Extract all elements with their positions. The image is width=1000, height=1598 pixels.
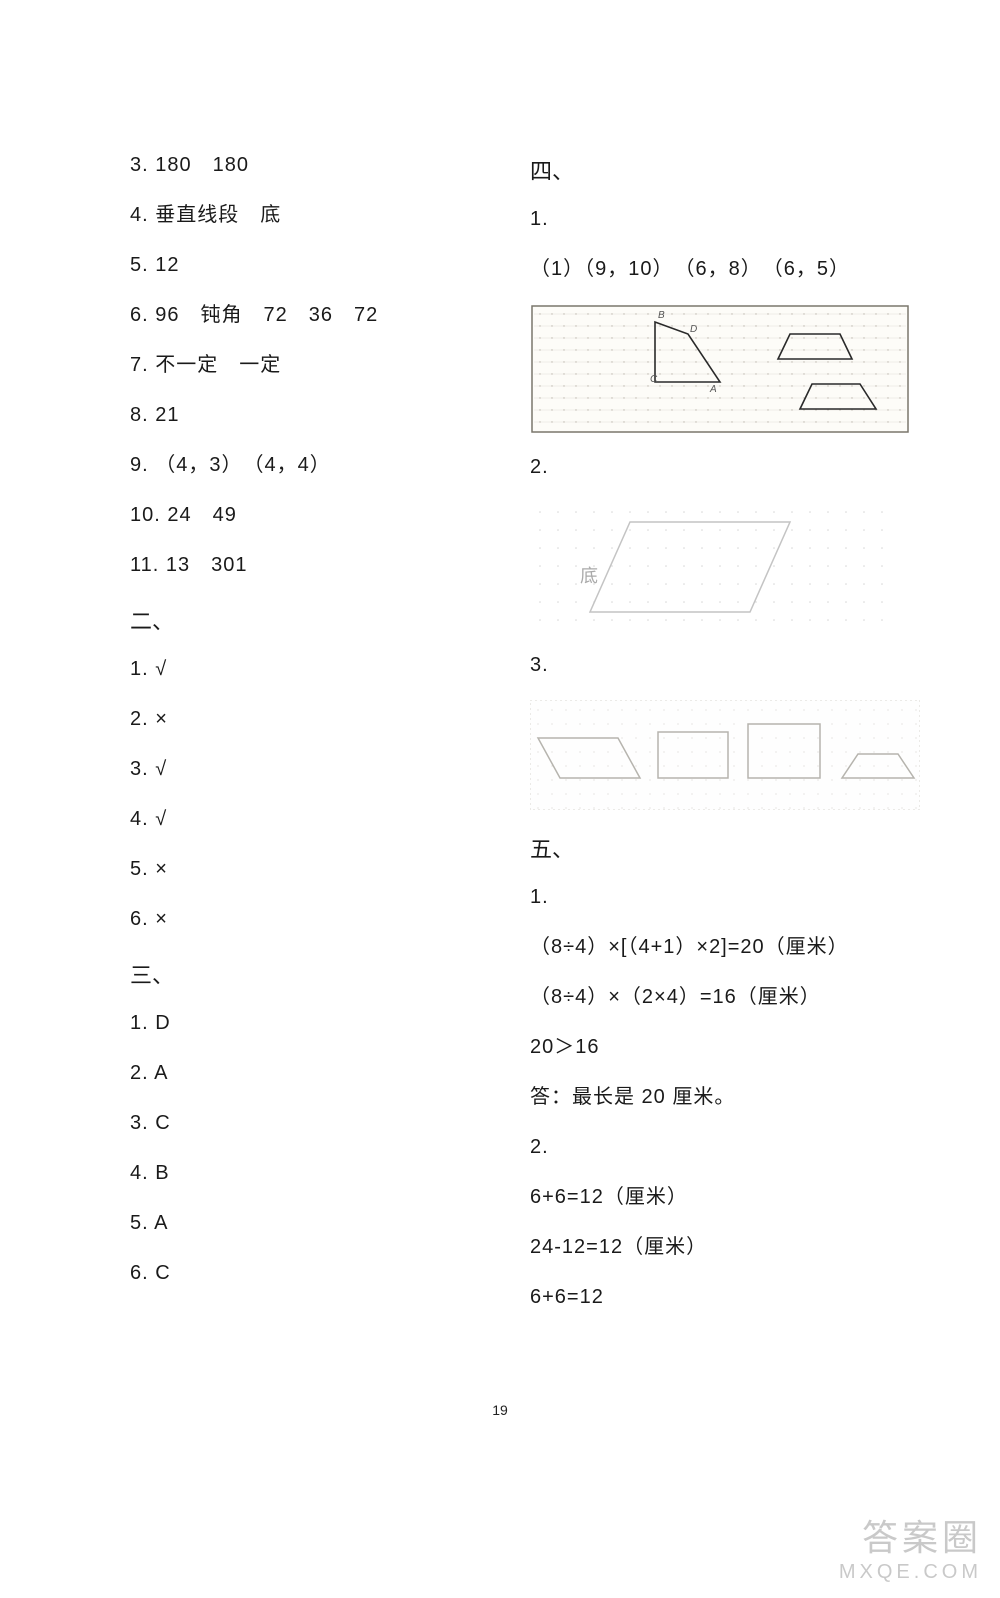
figure-2-parallelogram: 底	[530, 502, 920, 632]
ans-line: 9. （4，3） （4，4）	[130, 450, 480, 480]
section-2-head: 二、	[130, 604, 480, 636]
ans-line: 8. 21	[130, 400, 480, 430]
ans-line: 7. 不一定 一定	[130, 350, 480, 380]
ans-line: 6. 96 钝角 72 36 72	[130, 300, 480, 330]
ans-line: 3. 180 180	[130, 150, 480, 180]
ans-line: 4. B	[130, 1158, 480, 1188]
svg-text:A: A	[709, 384, 717, 395]
ans-line: （8÷4）×（2×4）=16（厘米）	[530, 982, 920, 1012]
q-label: 3.	[530, 650, 920, 680]
ans-line: 5. A	[130, 1208, 480, 1238]
figure-3-shapes	[530, 700, 920, 810]
page-columns: 3. 180 180 4. 垂直线段 底 5. 12 6. 96 钝角 72 3…	[0, 0, 1000, 1392]
ans-line: 6. C	[130, 1258, 480, 1288]
watermark-text: 答案圈	[839, 1509, 982, 1561]
q1-sub: （1）（9，10） （6，8） （6，5）	[530, 254, 920, 284]
section-5-head: 五、	[530, 832, 920, 864]
ans-line: 4. √	[130, 804, 480, 834]
ans-line: 1. √	[130, 654, 480, 684]
ans-line: 5. 12	[130, 250, 480, 280]
ans-line: 2. A	[130, 1058, 480, 1088]
ans-line: 20＞16	[530, 1032, 920, 1062]
watermark-url: MXQE.COM	[839, 1561, 982, 1584]
svg-text:D: D	[690, 324, 697, 335]
svg-text:C: C	[650, 374, 658, 385]
ans-line: 3. √	[130, 754, 480, 784]
ans-line: 6. ×	[130, 904, 480, 934]
ans-line: 2. ×	[130, 704, 480, 734]
figure-1-grid: B C A D	[530, 304, 920, 434]
q-label: 1.	[530, 204, 920, 234]
q-label: 1.	[530, 882, 920, 912]
ans-line: 11. 13 301	[130, 550, 480, 580]
ans-line: 6+6=12（厘米）	[530, 1182, 920, 1212]
ans-line: 1. D	[130, 1008, 480, 1038]
section-4-head: 四、	[530, 154, 920, 186]
ans-line: （8÷4）×[（4+1）×2]=20（厘米）	[530, 932, 920, 962]
ans-line: 10. 24 49	[130, 500, 480, 530]
svg-text:底: 底	[580, 566, 598, 586]
ans-line: 答：最长是 20 厘米。	[530, 1082, 920, 1112]
ans-line: 3. C	[130, 1108, 480, 1138]
ans-line: 4. 垂直线段 底	[130, 200, 480, 230]
ans-line: 6+6=12	[530, 1282, 920, 1312]
svg-text:B: B	[658, 310, 665, 321]
section-3-head: 三、	[130, 958, 480, 990]
ans-line: 24-12=12（厘米）	[530, 1232, 920, 1262]
q-label: 2.	[530, 452, 920, 482]
right-column: 四、 1. （1）（9，10） （6，8） （6，5） B C A D 2. 底 3.…	[530, 150, 920, 1332]
ans-line: 5. ×	[130, 854, 480, 884]
page-number: 19	[0, 1402, 1000, 1418]
q-label: 2.	[530, 1132, 920, 1162]
left-column: 3. 180 180 4. 垂直线段 底 5. 12 6. 96 钝角 72 3…	[130, 150, 480, 1332]
watermark: 答案圈 MXQE.COM	[839, 1509, 982, 1584]
